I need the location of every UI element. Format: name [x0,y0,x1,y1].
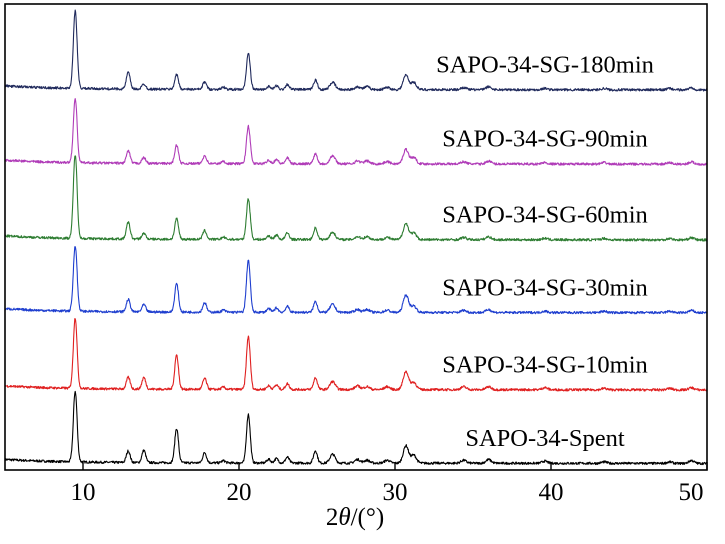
x-tick-label-40: 40 [539,479,564,506]
plot-frame [4,3,708,471]
series-label-sapo-34-sg-90min: SAPO-34-SG-90min [442,126,648,153]
series-labels-layer: SAPO-34-Spent SAPO-34-SG-10min SAPO-34-SG-… [436,51,654,452]
series-line-sapo-34-sg-30min [4,246,708,315]
series-line-sapo-34-sg-10min [4,318,708,392]
x-axis-ticks: 10 20 30 40 50 [71,462,708,506]
x-axis-label-prefix: 2 [326,504,339,531]
series-label-sapo-34-spent: SAPO-34-Spent [465,425,624,452]
series-line-sapo-34-sg-60min [4,155,708,242]
x-axis-label: 2θ/(°) [326,504,384,531]
series-line-sapo-34-sg-90min [4,98,708,166]
x-tick-label-20: 20 [227,479,252,506]
series-label-sapo-34-sg-30min: SAPO-34-SG-30min [442,274,648,301]
x-tick-label-50: 50 [679,479,704,506]
series-label-sapo-34-sg-60min: SAPO-34-SG-60min [442,201,648,228]
series-line-sapo-34-spent [4,390,708,466]
x-tick-label-30: 30 [383,479,408,506]
series-line-sapo-34-sg-180min [4,9,708,92]
x-tick-label-10: 10 [71,479,96,506]
x-axis-label-suffix: /(°) [351,504,385,531]
traces-layer [4,9,708,466]
series-label-sapo-34-sg-10min: SAPO-34-SG-10min [442,351,648,378]
series-label-sapo-34-sg-180min: SAPO-34-SG-180min [436,51,654,78]
x-axis-label-symbol: θ [338,504,350,531]
